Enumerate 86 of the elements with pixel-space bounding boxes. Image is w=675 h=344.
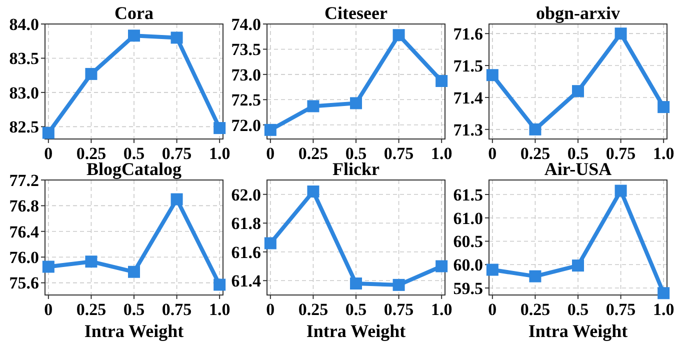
- point: [128, 30, 140, 42]
- point: [264, 124, 276, 136]
- point: [392, 29, 405, 42]
- x-tick-label: 1.0: [208, 300, 230, 319]
- chart-title: Cora: [114, 3, 154, 23]
- point: [85, 256, 98, 268]
- x-tick-label: 1.0: [430, 144, 452, 163]
- x-tick-label: 0: [488, 300, 497, 319]
- point: [350, 278, 362, 290]
- x-tick-label: 0.25: [298, 300, 328, 319]
- y-tick-label: 73.5: [231, 40, 261, 60]
- y-tick-label: 61.5: [453, 185, 483, 204]
- y-tick-label: 84.0: [9, 14, 39, 34]
- point: [529, 123, 542, 136]
- point: [85, 68, 98, 80]
- y-tick-label: 83.5: [9, 49, 39, 68]
- y-tick-label: 73.0: [231, 65, 261, 84]
- y-tick-label: 61.0: [453, 208, 483, 228]
- y-tick-label: 72.0: [231, 116, 261, 135]
- point: [614, 28, 627, 40]
- point: [529, 270, 542, 282]
- x-tick-label: 0: [44, 300, 53, 319]
- point: [307, 186, 320, 198]
- x-tick-label: 0: [488, 144, 497, 163]
- x-tick-label: 0.75: [384, 300, 414, 319]
- x-tick-label: 0: [44, 144, 53, 163]
- y-tick-label: 60.5: [453, 232, 483, 252]
- point: [486, 69, 498, 82]
- y-tick-label: 74.0: [231, 14, 261, 34]
- x-tick-label: 0.5: [123, 300, 145, 319]
- y-tick-label: 61.8: [231, 214, 261, 234]
- y-tick-label: 76.4: [9, 222, 40, 242]
- y-tick-label: 59.5: [453, 278, 483, 298]
- x-tick-label: 0.25: [520, 300, 550, 319]
- y-tick-label: 61.6: [231, 242, 261, 262]
- point: [572, 85, 584, 98]
- y-tick-label: 72.5: [231, 90, 261, 110]
- x-tick-label: 0: [266, 144, 275, 163]
- point: [658, 287, 670, 300]
- chart-title: obgn-arxiv: [536, 3, 620, 23]
- y-tick-label: 75.6: [9, 274, 39, 293]
- x-tick-label: 0.75: [384, 144, 414, 163]
- point: [170, 193, 183, 206]
- point: [436, 74, 448, 87]
- point: [350, 97, 362, 110]
- y-tick-label: 71.5: [453, 56, 483, 76]
- x-axis-title: Intra Weight: [306, 321, 406, 341]
- x-tick-label: 0.25: [298, 144, 328, 163]
- point: [572, 260, 584, 272]
- y-tick-label: 71.3: [453, 120, 483, 140]
- x-tick-label: 0.5: [345, 300, 367, 319]
- y-tick-label: 77.2: [9, 170, 39, 190]
- x-tick-label: 0.25: [76, 300, 106, 319]
- point: [614, 184, 627, 197]
- point: [658, 101, 670, 114]
- x-tick-label: 0.5: [567, 300, 589, 319]
- x-axis-title: Intra Weight: [84, 321, 184, 341]
- x-tick-label: 0.75: [606, 300, 636, 319]
- x-tick-label: 0: [266, 300, 275, 319]
- y-tick-label: 61.4: [231, 272, 262, 291]
- y-tick-label: 62.0: [231, 185, 261, 204]
- point: [264, 237, 276, 250]
- point: [214, 122, 226, 134]
- point: [307, 100, 320, 112]
- y-tick-label: 82.5: [9, 118, 39, 137]
- x-tick-label: 1.0: [430, 300, 452, 319]
- x-tick-label: 1.0: [208, 144, 230, 163]
- x-axis-title: Intra Weight: [528, 321, 628, 341]
- x-tick-label: 1.0: [652, 144, 674, 163]
- point: [42, 260, 54, 273]
- y-tick-label: 71.6: [453, 24, 483, 44]
- y-tick-label: 76.0: [9, 248, 39, 268]
- point: [392, 278, 405, 291]
- point: [214, 278, 226, 291]
- point: [170, 32, 183, 44]
- point: [42, 126, 54, 139]
- point: [436, 260, 448, 272]
- point: [128, 266, 140, 278]
- y-tick-label: 60.0: [453, 256, 483, 275]
- x-tick-label: 1.0: [652, 300, 674, 319]
- chart-title: Citeseer: [324, 3, 388, 23]
- y-tick-label: 83.0: [9, 83, 39, 102]
- point: [486, 264, 498, 276]
- x-tick-label: 0.75: [162, 300, 192, 319]
- y-tick-label: 76.8: [9, 196, 39, 216]
- y-tick-label: 71.4: [453, 88, 484, 108]
